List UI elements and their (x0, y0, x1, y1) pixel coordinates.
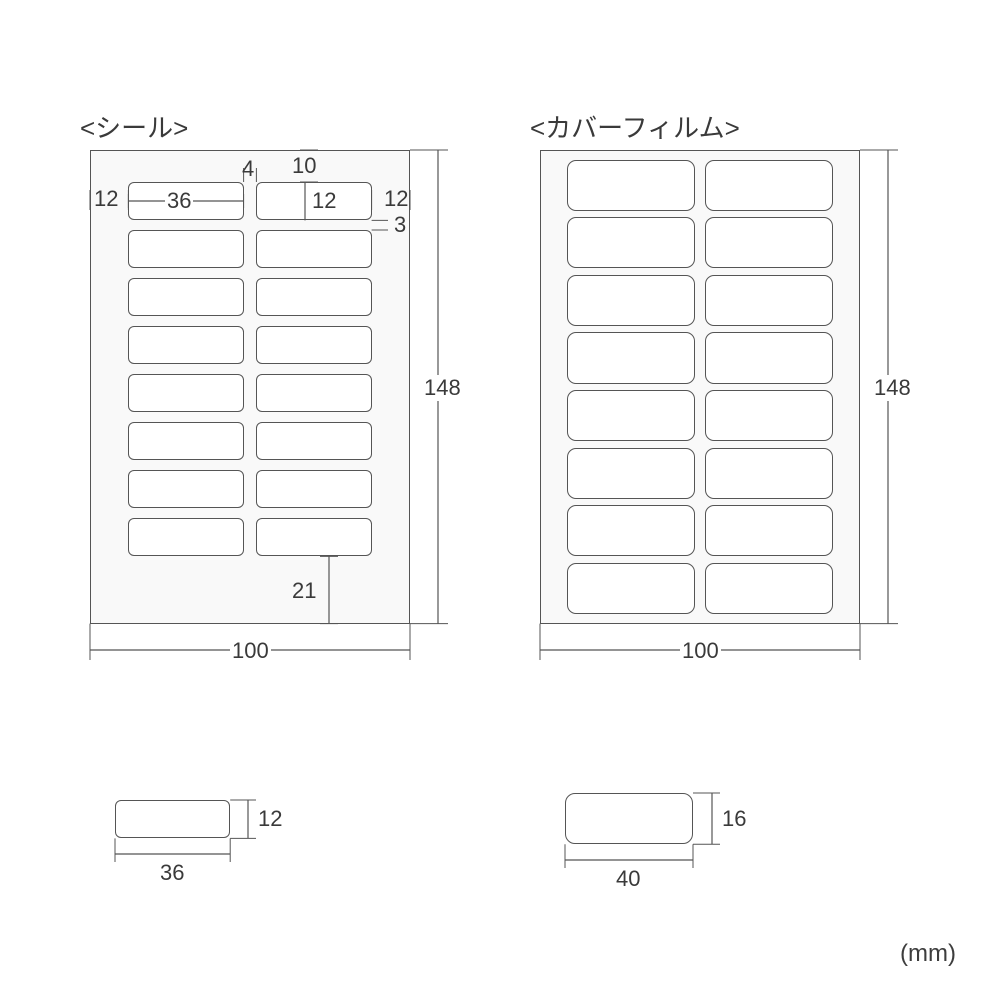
dim-right-detail-w: 40 (614, 866, 642, 892)
dim-left-height: 148 (422, 375, 463, 401)
right-label (705, 505, 833, 556)
left-label (256, 422, 371, 460)
left-label (128, 422, 243, 460)
left-label (256, 230, 371, 268)
left-label (128, 374, 243, 412)
right-label (567, 505, 695, 556)
right-label (567, 563, 695, 614)
left-label (128, 278, 243, 316)
left-label (256, 518, 371, 556)
left-title: <シール> (80, 108, 188, 145)
right-label (705, 448, 833, 499)
dim-left-detail-w: 36 (158, 860, 186, 886)
dim-left-row-gap: 3 (392, 212, 408, 238)
dim-right-height: 148 (872, 375, 913, 401)
left-label (128, 326, 243, 364)
right-label (567, 275, 695, 326)
left-label (128, 518, 243, 556)
diagram-canvas: <シール> <カバーフィルム> (0, 0, 1000, 1000)
left-label (256, 470, 371, 508)
left-label (256, 326, 371, 364)
right-detail-label (565, 793, 693, 844)
right-label (705, 217, 833, 268)
dim-left-top: 10 (290, 153, 318, 179)
right-label (567, 332, 695, 383)
left-label (256, 278, 371, 316)
right-label (705, 160, 833, 211)
dim-left-detail-h: 12 (256, 806, 284, 832)
right-label (567, 390, 695, 441)
right-label (567, 448, 695, 499)
dim-right-width: 100 (680, 638, 721, 664)
dim-left-bottom: 21 (290, 578, 318, 604)
right-label (567, 217, 695, 268)
right-label (705, 275, 833, 326)
left-label (256, 374, 371, 412)
right-label (705, 390, 833, 441)
dim-left-margin-l: 12 (92, 186, 120, 212)
dim-left-col-gap: 4 (240, 156, 256, 182)
right-label (705, 563, 833, 614)
dim-left-margin-r: 12 (382, 186, 410, 212)
right-label (705, 332, 833, 383)
left-detail-label (115, 800, 230, 838)
right-label (567, 160, 695, 211)
dim-right-detail-h: 16 (720, 806, 748, 832)
right-title: <カバーフィルム> (530, 108, 740, 145)
dim-left-label-w: 36 (165, 188, 193, 214)
left-label (128, 230, 243, 268)
dim-left-width: 100 (230, 638, 271, 664)
dim-left-label-h: 12 (310, 188, 338, 214)
unit-label: (mm) (900, 940, 956, 968)
left-label (128, 470, 243, 508)
